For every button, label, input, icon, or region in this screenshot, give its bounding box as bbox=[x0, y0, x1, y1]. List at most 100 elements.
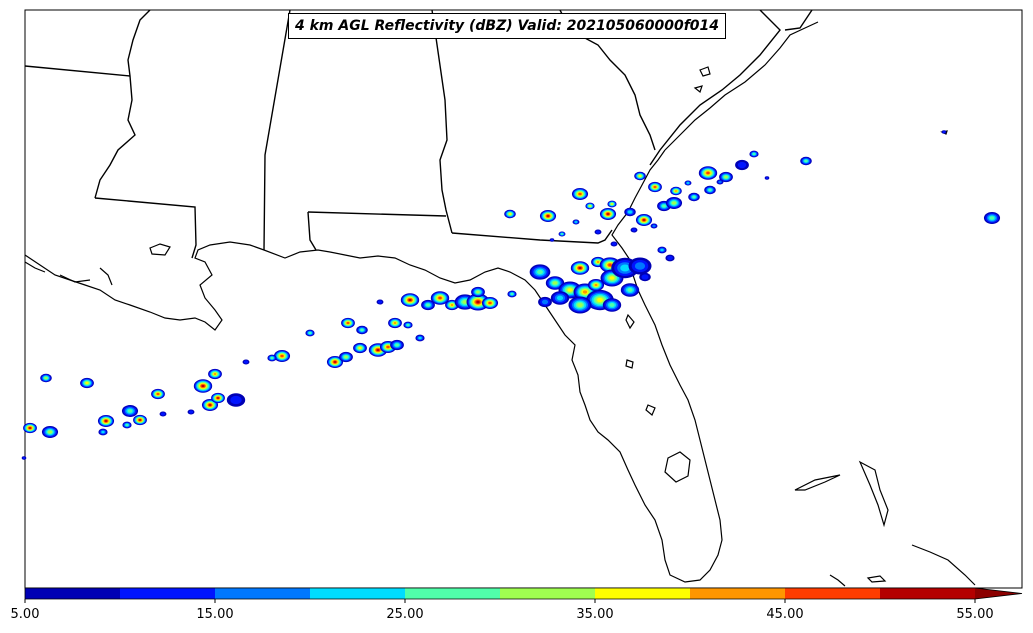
echo-cell bbox=[193, 379, 213, 393]
echo-cell bbox=[624, 207, 636, 217]
echo-contour bbox=[541, 299, 549, 305]
echo-contour bbox=[561, 233, 563, 235]
echo-cell bbox=[388, 317, 402, 329]
echo-contour bbox=[752, 153, 756, 155]
echo-contour bbox=[804, 159, 808, 163]
echo-contour bbox=[597, 297, 603, 303]
echo-contour bbox=[578, 266, 582, 270]
echo-cell bbox=[80, 377, 94, 389]
echo-contour bbox=[386, 346, 390, 348]
fl-lake-2 bbox=[645, 404, 656, 416]
colorbar-tick-label: 35.00 bbox=[576, 607, 614, 622]
boundary-ga-sc bbox=[649, 9, 781, 166]
echo-contour bbox=[376, 348, 380, 352]
bahamas-small-1 bbox=[866, 575, 887, 583]
echo-contour bbox=[660, 248, 664, 252]
echo-contour bbox=[230, 395, 242, 405]
echo-cell bbox=[208, 368, 222, 380]
reflectivity-echoes bbox=[21, 130, 1001, 460]
echo-contour bbox=[438, 296, 442, 300]
echo-contour bbox=[641, 274, 649, 280]
echo-contour bbox=[418, 336, 422, 340]
echo-contour bbox=[567, 288, 573, 292]
echo-cell bbox=[390, 339, 404, 351]
boundary-ar-la bbox=[24, 65, 131, 77]
echo-contour bbox=[674, 190, 678, 192]
colorbar-segment bbox=[690, 588, 786, 599]
echo-cell bbox=[226, 393, 246, 407]
echo-contour bbox=[556, 295, 564, 301]
echo-contour bbox=[395, 343, 399, 347]
echo-cell bbox=[602, 298, 622, 312]
echo-contour bbox=[627, 288, 633, 292]
echo-contour bbox=[208, 404, 212, 406]
echo-cell bbox=[570, 261, 590, 275]
echo-contour bbox=[216, 397, 220, 399]
colorbar-segment bbox=[405, 588, 501, 599]
echo-contour bbox=[552, 281, 558, 285]
echo-cell bbox=[630, 227, 638, 233]
lake-okeechobee bbox=[664, 451, 691, 483]
echo-contour bbox=[125, 424, 129, 426]
echo-cell bbox=[23, 422, 37, 434]
echo-contour bbox=[377, 300, 383, 304]
map-title: 4 km AGL Reflectivity (dBZ) Valid: 20210… bbox=[288, 13, 727, 39]
echo-contour bbox=[653, 186, 657, 188]
echo-cell bbox=[151, 388, 165, 400]
echo-cell bbox=[430, 291, 450, 305]
fl-lake-3 bbox=[625, 313, 635, 330]
echo-cell bbox=[749, 150, 759, 158]
echo-contour bbox=[642, 219, 646, 221]
echo-cell bbox=[549, 238, 555, 242]
echo-cell bbox=[98, 428, 108, 436]
colorbar-segment bbox=[785, 588, 881, 599]
echo-contour bbox=[608, 263, 612, 267]
echo-cell bbox=[415, 334, 425, 342]
echo-cell bbox=[610, 241, 618, 247]
echo-contour bbox=[546, 215, 550, 217]
echo-contour bbox=[406, 324, 410, 326]
echo-contour bbox=[609, 276, 615, 280]
echo-contour bbox=[686, 182, 690, 184]
echo-cell bbox=[187, 409, 195, 415]
echo-cell bbox=[545, 276, 565, 290]
echo-cell bbox=[400, 293, 420, 307]
echo-contour bbox=[201, 384, 205, 388]
boundary-ga-fl bbox=[451, 229, 613, 244]
echo-contour bbox=[270, 357, 274, 359]
echo-contour bbox=[652, 224, 656, 228]
echo-cell bbox=[97, 415, 115, 427]
echo-cell bbox=[684, 180, 692, 186]
echo-contour bbox=[631, 228, 637, 232]
echo-contour bbox=[346, 322, 350, 324]
echo-cell bbox=[628, 257, 652, 275]
echo-cell bbox=[550, 291, 570, 305]
echo-contour bbox=[638, 175, 642, 177]
echo-contour bbox=[737, 161, 747, 169]
echo-contour bbox=[508, 213, 512, 215]
echo-contour bbox=[138, 419, 142, 421]
colorbar-outline bbox=[24, 587, 1023, 600]
echo-cell bbox=[587, 279, 605, 291]
echo-cell bbox=[121, 405, 139, 417]
echo-cell bbox=[650, 223, 658, 229]
colorbar bbox=[24, 587, 1023, 603]
echo-cell bbox=[698, 166, 718, 180]
echo-contour bbox=[706, 171, 710, 175]
echo-contour bbox=[611, 242, 617, 246]
echo-cell bbox=[941, 130, 947, 134]
echo-contour bbox=[426, 303, 430, 307]
echo-cell bbox=[558, 231, 566, 237]
echo-contour bbox=[344, 355, 348, 359]
echo-contour bbox=[634, 262, 646, 270]
echo-contour bbox=[609, 303, 615, 307]
echo-contour bbox=[606, 213, 610, 215]
echo-cell bbox=[21, 456, 27, 460]
echo-contour bbox=[488, 302, 492, 304]
echo-contour bbox=[692, 195, 696, 199]
echo-contour bbox=[620, 264, 630, 272]
echo-cell bbox=[639, 272, 651, 282]
echo-cell bbox=[599, 208, 617, 220]
echo-cell bbox=[670, 186, 682, 196]
echo-cell bbox=[538, 296, 552, 308]
